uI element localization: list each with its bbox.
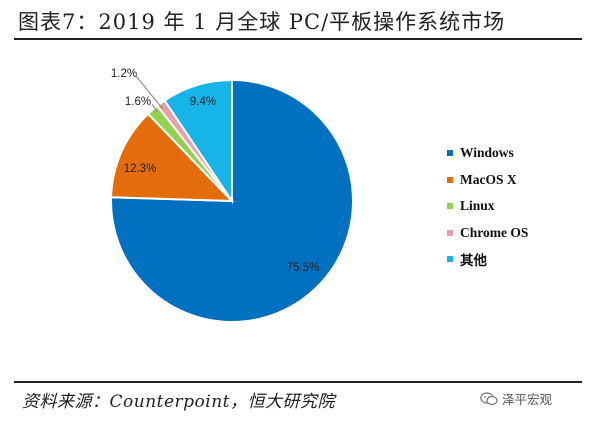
- data-label-windows: 75.5%: [287, 262, 320, 274]
- legend-swatch: [447, 150, 453, 157]
- data-label-其他: 9.4%: [190, 96, 216, 108]
- watermark-text: 泽平宏观: [502, 392, 553, 407]
- title-rule: [14, 38, 582, 40]
- data-label-macos-x: 12.3%: [124, 163, 157, 175]
- legend-label: Linux: [460, 198, 495, 214]
- data-label-chrome-os: 1.2%: [111, 68, 137, 80]
- legend-item: Linux: [447, 193, 587, 220]
- legend-item: Chrome OS: [447, 220, 587, 247]
- watermark: 泽平宏观: [480, 389, 552, 408]
- legend-label: MacOS X: [460, 171, 517, 187]
- pie-chart: 75.5% 12.3% 1.6% 1.2% 9.4%: [110, 68, 354, 323]
- legend-item: 其他: [447, 246, 587, 273]
- legend-label: 其他: [460, 253, 487, 269]
- data-label-linux: 1.6%: [125, 96, 151, 108]
- legend-item: MacOS X: [447, 167, 587, 194]
- source-rule: [14, 381, 582, 383]
- wechat-icon: [480, 391, 498, 405]
- leader-line: [135, 75, 163, 109]
- legend-swatch: [447, 229, 453, 236]
- legend-swatch: [447, 203, 453, 210]
- legend-swatch: [447, 256, 453, 263]
- legend-label: Windows: [460, 145, 514, 161]
- legend-swatch: [447, 176, 453, 183]
- chart-legend: Windows MacOS X Linux Chrome OS 其他: [447, 140, 587, 273]
- pie-slice-其他: [163, 78, 233, 205]
- chart-title: 图表7：2019 年 1 月全球 PC/平板操作系统市场: [18, 10, 506, 34]
- legend-label: Chrome OS: [460, 224, 529, 240]
- pie-slice-macos-x: [110, 112, 235, 203]
- legend-item: Windows: [447, 140, 587, 167]
- leader-line: [151, 103, 158, 113]
- source-note: 资料来源：Counterpoint，恒大研究院: [22, 392, 335, 412]
